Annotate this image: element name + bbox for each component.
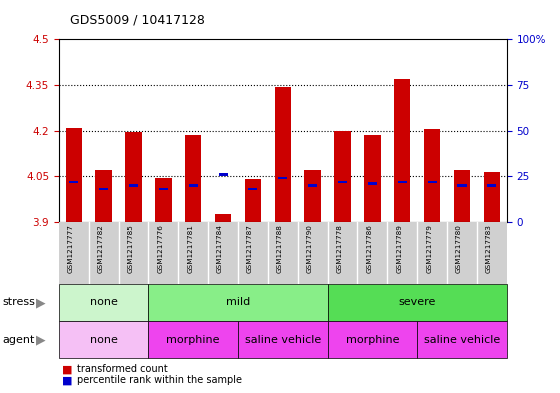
Text: GSM1217776: GSM1217776 [157,224,164,273]
Bar [428,181,437,183]
Bar [394,79,410,222]
Text: morphine: morphine [166,335,220,345]
Bar [398,181,407,183]
Text: percentile rank within the sample: percentile rank within the sample [77,375,242,386]
Bar [155,178,171,222]
Text: GDS5009 / 10417128: GDS5009 / 10417128 [70,14,205,27]
Bar [185,135,202,222]
Text: GSM1217779: GSM1217779 [426,224,432,273]
Bar [159,188,168,190]
Bar [218,173,227,176]
Text: GSM1217782: GSM1217782 [97,224,104,273]
Bar [249,188,258,190]
Bar [368,182,377,185]
Bar [305,170,321,222]
Bar [66,128,82,222]
Text: GSM1217785: GSM1217785 [128,224,133,273]
Text: none: none [90,335,118,345]
Text: GSM1217790: GSM1217790 [307,224,312,273]
Bar [129,184,138,187]
Bar [125,132,142,222]
Bar [338,181,347,183]
Text: GSM1217781: GSM1217781 [187,224,193,273]
Bar [99,188,108,190]
Text: stress: stress [3,298,36,307]
Bar [274,86,291,222]
Bar [189,184,198,187]
Text: GSM1217786: GSM1217786 [366,224,372,273]
Bar [95,170,112,222]
Text: agent: agent [3,335,35,345]
Text: ■: ■ [62,375,72,386]
Text: GSM1217789: GSM1217789 [396,224,402,273]
Text: GSM1217788: GSM1217788 [277,224,283,273]
Text: GSM1217778: GSM1217778 [337,224,343,273]
Bar [245,179,261,222]
Text: morphine: morphine [346,335,399,345]
Text: saline vehicle: saline vehicle [424,335,500,345]
Text: transformed count: transformed count [77,364,167,375]
Text: GSM1217780: GSM1217780 [456,224,462,273]
Bar [458,184,466,187]
Bar [69,181,78,183]
Text: none: none [90,298,118,307]
Bar [278,177,287,179]
Bar [364,135,381,222]
Bar [487,184,496,187]
Text: saline vehicle: saline vehicle [245,335,321,345]
Text: ▶: ▶ [35,333,45,346]
Text: ■: ■ [62,364,72,375]
Text: GSM1217783: GSM1217783 [486,224,492,273]
Text: severe: severe [399,298,436,307]
Bar [454,170,470,222]
Bar [215,215,231,222]
Bar [308,184,317,187]
Bar [424,129,440,222]
Text: mild: mild [226,298,250,307]
Bar [334,130,351,222]
Text: GSM1217784: GSM1217784 [217,224,223,273]
Text: GSM1217787: GSM1217787 [247,224,253,273]
Text: ▶: ▶ [35,296,45,309]
Bar [484,172,500,222]
Text: GSM1217777: GSM1217777 [68,224,74,273]
